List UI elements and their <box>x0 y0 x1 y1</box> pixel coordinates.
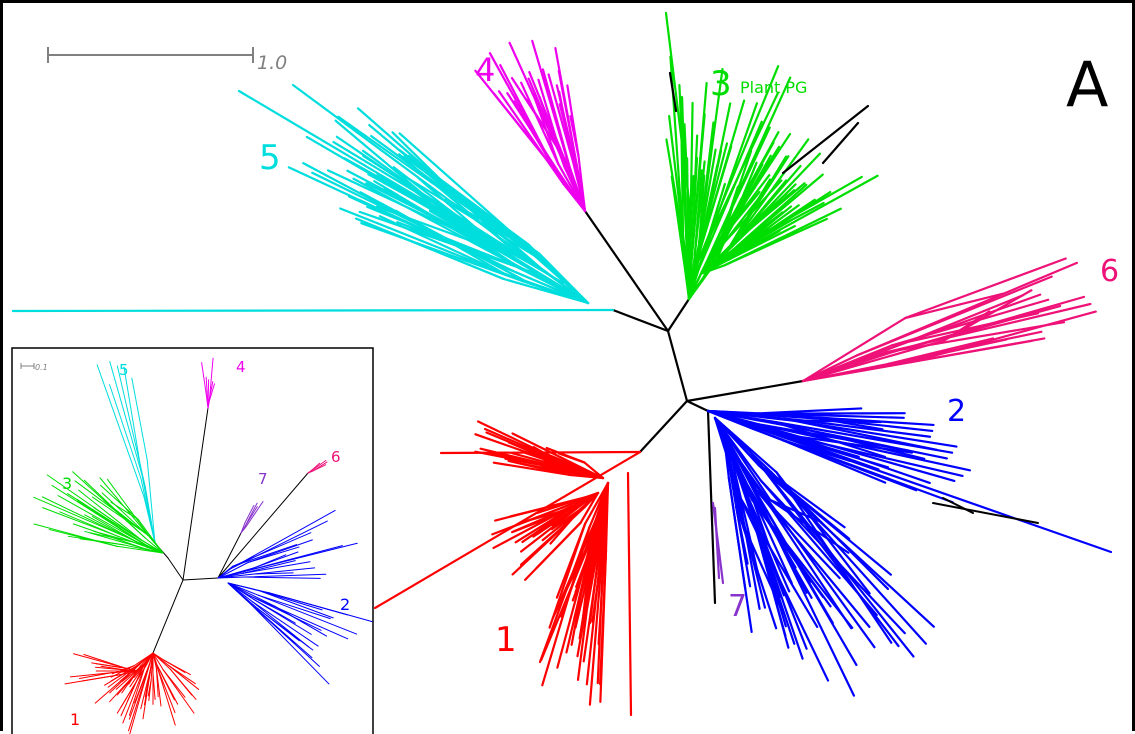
clade-label-7: 7 <box>728 589 747 624</box>
main-scale-bar-label: 1.0 <box>257 52 287 74</box>
clade-3-annotation: Plant PG <box>740 78 807 97</box>
tree-canvas: 1.0 A 1 2 3 Plant PG 4 5 6 7 0.1 1 2 3 4… <box>3 3 1135 734</box>
clade-1-branch <box>628 473 631 715</box>
panel-letter: A <box>1066 48 1108 121</box>
inset-clade-label-1: 1 <box>70 710 80 729</box>
inset-clade-label-3: 3 <box>62 474 72 493</box>
clade-5-branch <box>13 310 613 311</box>
clade-label-6: 6 <box>1100 254 1119 289</box>
inset-panel: 0.1 1 2 3 4 5 6 7 <box>12 348 373 734</box>
clade-3-black-branch <box>783 106 868 173</box>
inset-clade-label-7: 7 <box>258 470 268 488</box>
inset-clade-label-4: 4 <box>236 358 246 376</box>
backbone-branch <box>585 211 668 331</box>
clade-2-branch-leaf <box>804 421 880 422</box>
clade-label-4: 4 <box>475 51 495 89</box>
backbone-branch <box>668 299 689 331</box>
inset-clade-label-5: 5 <box>119 361 129 379</box>
inset-clade-label-2: 2 <box>340 595 350 614</box>
clade-2-branch-leaf <box>759 413 905 414</box>
backbone-branch <box>687 381 803 401</box>
clade-2-black-branch <box>933 503 1038 523</box>
backbone-branch <box>687 401 708 411</box>
backbone-branch <box>640 401 687 452</box>
clade-label-5: 5 <box>259 138 281 178</box>
inset-clade-label-6: 6 <box>331 448 341 466</box>
clade-label-3: 3 <box>710 64 732 104</box>
backbone-branch <box>668 331 687 401</box>
clade-label-1: 1 <box>495 620 517 660</box>
inset-scale-bar-label: 0.1 <box>35 363 48 372</box>
clade-label-2: 2 <box>947 394 966 429</box>
main-scale-bar: 1.0 <box>48 47 287 74</box>
